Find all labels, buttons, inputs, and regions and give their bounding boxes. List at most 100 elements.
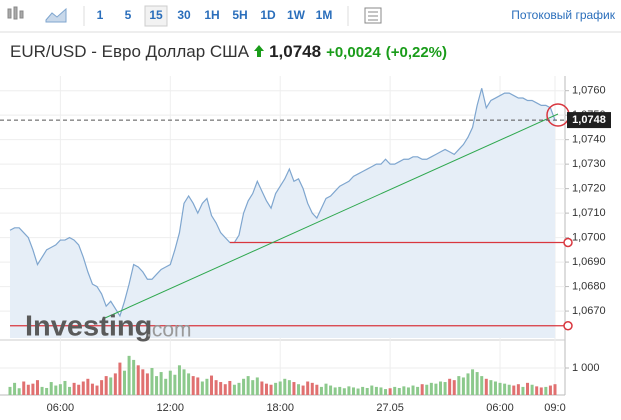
volume-bar <box>397 387 401 395</box>
volume-bar <box>452 380 456 395</box>
volume-bar <box>210 375 214 395</box>
volume-bar <box>255 377 259 395</box>
y-tick-label: 1,0710 <box>572 207 606 219</box>
volume-bar <box>388 388 392 395</box>
volume-bar <box>173 374 177 395</box>
volume-bar <box>118 362 122 395</box>
settings-icon[interactable] <box>364 7 382 24</box>
streaming-link[interactable]: Потоковый график <box>511 8 615 22</box>
trend-line <box>104 113 559 319</box>
volume-bar <box>315 384 319 395</box>
volume-bar <box>63 380 67 395</box>
volume-bar <box>242 378 246 395</box>
volume-bar <box>8 386 12 395</box>
interval-button[interactable]: 1 <box>97 8 104 22</box>
volume-bar <box>136 365 140 395</box>
volume-bar <box>443 382 447 395</box>
volume-bar <box>319 386 323 395</box>
volume-bar <box>251 380 255 395</box>
volume-bar <box>58 384 62 395</box>
volume-bar <box>26 384 30 395</box>
interval-button[interactable]: 1M <box>316 8 333 22</box>
area-icon[interactable] <box>45 7 67 23</box>
volume-bar <box>283 378 287 395</box>
header: EUR/USD - Евро Доллар США 1,0748 +0,0024… <box>10 42 447 62</box>
y-tick-label: 1 000 <box>572 362 600 374</box>
volume-bar <box>434 383 438 395</box>
up-arrow <box>254 45 265 57</box>
volume-bar <box>274 382 278 395</box>
volume-bar <box>489 380 493 395</box>
volume-bar <box>544 386 548 395</box>
volume-bar <box>141 369 145 395</box>
volume-bar <box>269 384 273 395</box>
volume-bar <box>361 386 365 395</box>
volume-bar <box>40 386 44 395</box>
interval-button[interactable]: 1H <box>204 8 219 22</box>
volume-bar <box>228 380 232 395</box>
price-tag-label: 1,0748 <box>572 114 606 126</box>
volume-bar <box>333 387 337 395</box>
volume-bar <box>420 384 424 395</box>
x-tick-label: 12:00 <box>157 402 185 414</box>
volume-bar <box>548 385 552 395</box>
volume-bar <box>425 384 429 395</box>
area-fill <box>10 88 555 339</box>
x-tick-label: 06:00 <box>47 402 75 414</box>
volume-bar <box>512 385 516 395</box>
volume-bar <box>200 381 204 395</box>
interval-button[interactable]: 1W <box>287 8 306 22</box>
volume-bar <box>439 381 443 395</box>
volume-bar <box>22 381 26 395</box>
volume-bar <box>196 377 200 395</box>
volume-bar <box>68 386 72 395</box>
volume-bar <box>191 376 195 395</box>
x-tick-label: 27.05 <box>376 402 404 414</box>
volume-bar <box>530 384 534 395</box>
volume-bar <box>168 370 172 395</box>
volume-bar <box>301 385 305 395</box>
volume-bar <box>539 387 543 395</box>
volume-bar <box>347 386 351 395</box>
price-line <box>9 88 556 318</box>
volume-bar <box>49 382 53 395</box>
volume-bar <box>113 373 117 395</box>
volume-bar <box>406 387 410 395</box>
volume-bar <box>145 373 149 395</box>
y-tick-label: 1,0690 <box>572 256 606 268</box>
candle-icon[interactable] <box>7 6 24 20</box>
x-tick-label: 09:0 <box>544 402 565 414</box>
volume-bar <box>310 382 314 395</box>
y-tick-label: 1,0760 <box>572 85 606 97</box>
volume-bar <box>356 388 360 395</box>
volume-bar <box>237 382 241 395</box>
volume-bar <box>493 381 497 395</box>
interval-button[interactable]: 5H <box>232 8 247 22</box>
interval-button[interactable]: 1D <box>260 8 276 22</box>
volume-bar <box>471 369 475 395</box>
volume-bar <box>164 378 168 395</box>
volume-bar <box>219 382 223 395</box>
volume-bar <box>457 376 461 395</box>
volume-bar <box>150 368 154 395</box>
watermark: .com <box>146 319 192 342</box>
level-handle <box>563 321 573 331</box>
volume-bar <box>503 383 507 395</box>
volume-bar <box>374 386 378 395</box>
volume-bar <box>127 355 131 395</box>
volume-bar <box>54 385 58 395</box>
volume-bar <box>342 388 346 395</box>
y-tick-label: 1,0740 <box>572 134 606 146</box>
change-pct: (+0,22%) <box>385 44 448 61</box>
price-tag <box>567 112 611 129</box>
volume-bar <box>278 381 282 395</box>
volume-bar <box>521 386 525 395</box>
interval-button[interactable]: 15 <box>149 8 163 22</box>
active-button <box>144 5 168 27</box>
level-handle <box>563 237 573 248</box>
volume-bar <box>155 376 159 395</box>
interval-button[interactable]: 30 <box>177 8 191 22</box>
interval-button[interactable]: 5 <box>125 8 132 22</box>
